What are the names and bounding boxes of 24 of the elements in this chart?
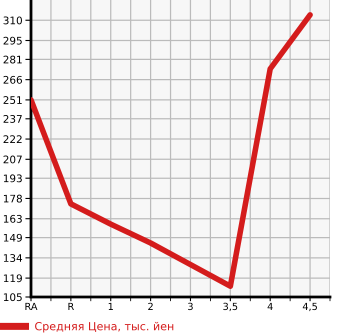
x-tick-label: 4,5	[302, 302, 317, 312]
y-tick-label: 237	[4, 115, 22, 123]
y-tick-label: 310	[4, 16, 22, 24]
y-tick-label: 193	[4, 174, 22, 182]
y-tick-label: 251	[4, 96, 22, 104]
y-tick-label: 134	[4, 254, 22, 262]
x-tick-label: 3	[188, 302, 193, 310]
y-tick-label: 295	[4, 36, 22, 45]
y-tick-label: 105	[4, 293, 22, 302]
y-tick-label: 163	[4, 214, 22, 223]
x-tick-label: 1	[108, 302, 113, 310]
y-tick-label: 281	[4, 56, 22, 64]
y-tick-label: 149	[4, 234, 22, 242]
legend-label: Средняя Цена, тыс. йен	[35, 322, 174, 333]
x-tick-label: 2	[148, 302, 153, 310]
y-tick-label: 207	[4, 156, 22, 164]
x-tick-label: RA	[25, 302, 38, 310]
x-tick-label: 3,5	[223, 302, 238, 312]
y-tick-label: 266	[4, 76, 22, 84]
y-tick-label: 178	[4, 194, 22, 203]
y-tick-label: 119	[4, 274, 22, 282]
x-tick-label: 4	[268, 302, 273, 310]
y-tick-label: 222	[4, 135, 22, 144]
x-tick-label: R	[68, 302, 74, 310]
